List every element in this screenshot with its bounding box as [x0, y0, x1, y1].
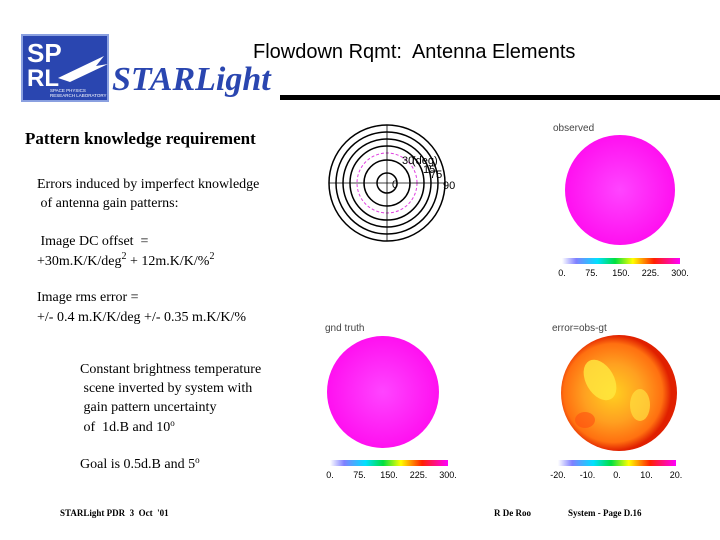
text-part: of 1d.B and 10	[80, 420, 170, 435]
heatmap	[565, 135, 675, 245]
colorbar	[562, 258, 680, 264]
polar-label: 90	[443, 180, 455, 192]
heatmap-blob	[630, 389, 650, 421]
formula: +30m.K/K/deg2 + 12m.K/K/%2	[37, 251, 214, 269]
polar-label: 15	[423, 164, 435, 176]
heatmap	[561, 335, 677, 451]
colorbar-label: 20.	[670, 470, 683, 480]
colorbar-label: 300.	[671, 268, 689, 278]
logo-bottom: RL	[27, 65, 59, 92]
heatmap-blob	[575, 412, 595, 428]
footer-center: R De Roo	[494, 508, 531, 518]
colorbar-label: 10.	[640, 470, 653, 480]
formula-part: + 12m.K/K/%	[127, 254, 210, 269]
colorbar	[330, 460, 448, 466]
heatmap-blob	[583, 359, 617, 401]
logo: SP RL SPACE PHYSICS RESEARCH LABORATORY	[21, 34, 109, 102]
plot-label: observed	[553, 123, 594, 134]
polar-label: (deg)	[412, 155, 438, 167]
superscript: 2	[122, 251, 127, 262]
text-line: Image rms error =	[37, 290, 139, 305]
heatmap	[327, 336, 439, 448]
colorbar-label: 0.	[558, 268, 566, 278]
plot-label: gnd truth	[325, 323, 364, 334]
logo-plane	[58, 56, 108, 82]
text-line: Constant brightness temperature	[80, 362, 261, 377]
formula-part: +30m.K/K/deg	[37, 254, 122, 269]
superscript: o	[195, 455, 200, 465]
title: Flowdown Rqmt: Antenna Elements	[253, 41, 575, 63]
logo-top: SP	[27, 38, 62, 68]
text-line: of 1d.B and 10o	[80, 418, 175, 435]
brand: STARLight	[112, 61, 272, 98]
colorbar-label: 0.	[613, 470, 621, 480]
polar-label: 0	[392, 179, 398, 191]
text-line: Errors induced by imperfect knowledge	[37, 177, 259, 192]
colorbar-label: -20.	[550, 470, 566, 480]
colorbar-label: -10.	[580, 470, 596, 480]
colorbar-label: 150.	[612, 268, 630, 278]
superscript: o	[170, 418, 175, 428]
colorbar-label: 300.	[439, 470, 457, 480]
text-part: Goal is 0.5d.B and 5	[80, 457, 195, 472]
text-line: of antenna gain patterns:	[37, 196, 179, 211]
colorbars: 0. 75. 150. 225. 300. 0. 75. 150. 225. 300. -20. -1…	[326, 258, 689, 480]
plot-label: error=obs-gt	[552, 323, 607, 334]
logo-caption: SPACE PHYSICS	[50, 88, 86, 93]
text-line: Goal is 0.5d.B and 5o	[80, 455, 200, 472]
colorbar-label: 225.	[642, 268, 660, 278]
footer-right: System - Page D.16	[568, 508, 642, 518]
text-line: scene inverted by system with	[80, 381, 252, 396]
colorbar	[558, 460, 676, 466]
colorbar-label: 0.	[326, 470, 334, 480]
footer-left: STARLight PDR 3 Oct '01	[60, 508, 169, 518]
colorbar-label: 225.	[410, 470, 428, 480]
colorbar-label: 75.	[585, 268, 598, 278]
polar-label: 75	[430, 169, 442, 181]
colorbar-label: 75.	[353, 470, 366, 480]
superscript: 2	[209, 251, 214, 262]
text-line: +/- 0.4 m.K/K/deg +/- 0.35 m.K/K/%	[37, 310, 246, 325]
colorbar-label: 150.	[380, 470, 398, 480]
polar-label: 30	[402, 155, 414, 167]
text-line: gain pattern uncertainty	[80, 400, 216, 415]
heading: Pattern knowledge requirement	[25, 129, 256, 148]
text-line: Image DC offset =	[37, 234, 149, 249]
logo-caption: RESEARCH LABORATORY	[50, 93, 107, 98]
title-rule	[280, 95, 720, 100]
